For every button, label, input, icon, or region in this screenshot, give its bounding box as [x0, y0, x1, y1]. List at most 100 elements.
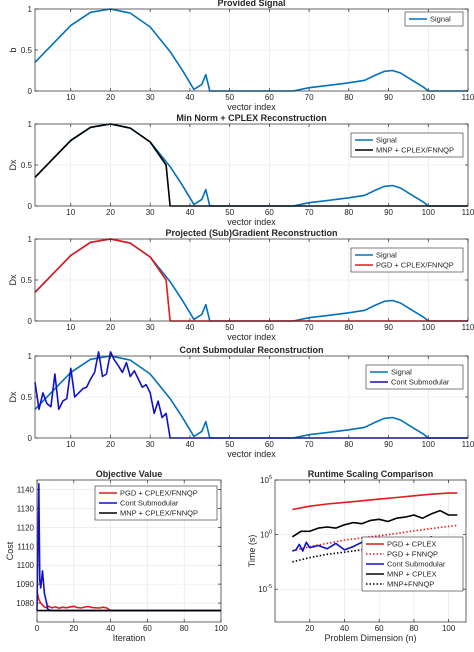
x-tick-label: 30 — [146, 440, 155, 449]
x-axis: 20 40 60 80 100 — [305, 480, 456, 633]
y-tick-label: 0.5 — [21, 46, 33, 55]
x-axis-label: Iteration — [113, 633, 146, 643]
x-tick-label: 80 — [344, 208, 353, 217]
x-tick-label: 10 — [66, 323, 75, 332]
legend-label: Signal — [391, 368, 412, 377]
x-tick-label: 100 — [422, 208, 436, 217]
x-axis: 10 20 30 40 50 60 70 80 90 100 110 — [66, 9, 474, 102]
y-tick-label: 1120 — [17, 523, 35, 532]
x-tick-label: 40 — [185, 208, 194, 217]
y-axis-label: Cost — [5, 541, 15, 560]
grid — [35, 239, 468, 321]
series-pgd-fnnqp — [292, 524, 458, 552]
x-tick-label: 20 — [305, 624, 314, 633]
legend-label: MNP + CPLEX — [387, 570, 437, 579]
y-tick-label: 105 — [260, 475, 272, 485]
x-tick-label: 10 — [66, 440, 75, 449]
y-tick-label: 1140 — [17, 485, 35, 494]
x-tick-label: 40 — [185, 440, 194, 449]
x-tick-label: 0 — [35, 624, 40, 633]
x-axis-label: vector index — [227, 217, 276, 227]
grid — [35, 9, 468, 91]
x-tick-label: 20 — [69, 624, 78, 633]
x-tick-label: 60 — [265, 208, 274, 217]
x-tick-label: 70 — [305, 323, 314, 332]
y-tick-label: 0 — [28, 202, 33, 211]
x-tick-label: 30 — [146, 93, 155, 102]
legend-box — [350, 247, 464, 273]
x-tick-label: 90 — [384, 440, 393, 449]
x-tick-label: 70 — [305, 440, 314, 449]
x-axis: 10 20 30 40 50 60 70 80 90 100 110 — [66, 239, 474, 332]
x-tick-label: 40 — [185, 93, 194, 102]
legend-label: Cont Submodular — [387, 560, 446, 569]
chart-title: Projected (Sub)Gradient Reconstruction — [165, 228, 337, 238]
x-axis-label: vector index — [227, 449, 276, 459]
legend-label: MNP + CPLEX/FNNQP — [376, 146, 454, 155]
y-tick-label: 1130 — [17, 504, 35, 513]
x-tick-label: 100 — [422, 323, 436, 332]
legend-label: PGD + CPLEX/FNNQP — [376, 261, 454, 270]
y-axis: 10-5 100 105 — [258, 475, 466, 594]
x-tick-label: 70 — [305, 208, 314, 217]
y-tick-label: 1 — [28, 5, 33, 14]
y-axis: 1080 1090 1100 1110 1120 1130 1140 — [16, 485, 221, 608]
y-tick-label: 1 — [28, 352, 33, 361]
x-tick-label: 80 — [344, 440, 353, 449]
y-axis: 00.51 — [21, 235, 468, 326]
y-axis-label: Dx — [8, 159, 18, 170]
y-axis-label: Dx — [8, 391, 18, 402]
x-axis-label: vector index — [227, 332, 276, 342]
legend-box — [404, 11, 464, 27]
x-tick-label: 40 — [340, 624, 349, 633]
y-tick-label: 1 — [28, 235, 33, 244]
y-axis-label: Time (s) — [247, 535, 257, 568]
y-tick-label: 1 — [28, 120, 33, 129]
y-tick-label: 100 — [260, 530, 272, 540]
y-tick-label: 1110 — [17, 542, 34, 551]
legend-label: PGD + FNNQP — [387, 550, 438, 559]
x-tick-label: 40 — [185, 323, 194, 332]
x-tick-label: 100 — [422, 93, 436, 102]
legend-label: MNP+FNNQP — [387, 580, 434, 589]
x-tick-label: 100 — [442, 624, 456, 633]
x-tick-label: 60 — [265, 440, 274, 449]
y-tick-label: 1080 — [16, 599, 34, 608]
x-tick-label: 80 — [409, 624, 418, 633]
chart-title: Cont Submodular Reconstruction — [180, 345, 324, 355]
x-tick-label: 100 — [422, 440, 436, 449]
x-tick-label: 40 — [106, 624, 115, 633]
x-tick-label: 10 — [66, 93, 75, 102]
legend-box — [350, 132, 464, 158]
x-tick-label: 110 — [462, 93, 474, 102]
y-tick-label: 1090 — [16, 580, 34, 589]
chart-title: Objective Value — [96, 469, 163, 479]
y-tick-label: 0 — [28, 87, 33, 96]
x-tick-label: 10 — [66, 208, 75, 217]
series-pgd-cplex — [292, 492, 458, 511]
x-tick-label: 110 — [462, 323, 474, 332]
axes-box — [274, 479, 467, 623]
x-tick-label: 50 — [225, 208, 234, 217]
legend-label: Cont Submodular — [391, 378, 450, 387]
x-tick-label: 20 — [106, 208, 115, 217]
x-tick-label: 110 — [462, 440, 474, 449]
y-tick-label: 0.5 — [21, 161, 33, 170]
x-tick-label: 90 — [384, 93, 393, 102]
x-axis: 10 20 30 40 50 60 70 80 90 100 110 — [66, 356, 474, 449]
x-tick-label: 50 — [225, 440, 234, 449]
y-axis-label: b — [8, 47, 18, 52]
x-axis-label: vector index — [227, 102, 276, 112]
legend: Signal — [404, 11, 464, 27]
x-tick-label: 90 — [384, 208, 393, 217]
legend-label: Signal — [376, 251, 397, 260]
x-tick-label: 90 — [384, 323, 393, 332]
